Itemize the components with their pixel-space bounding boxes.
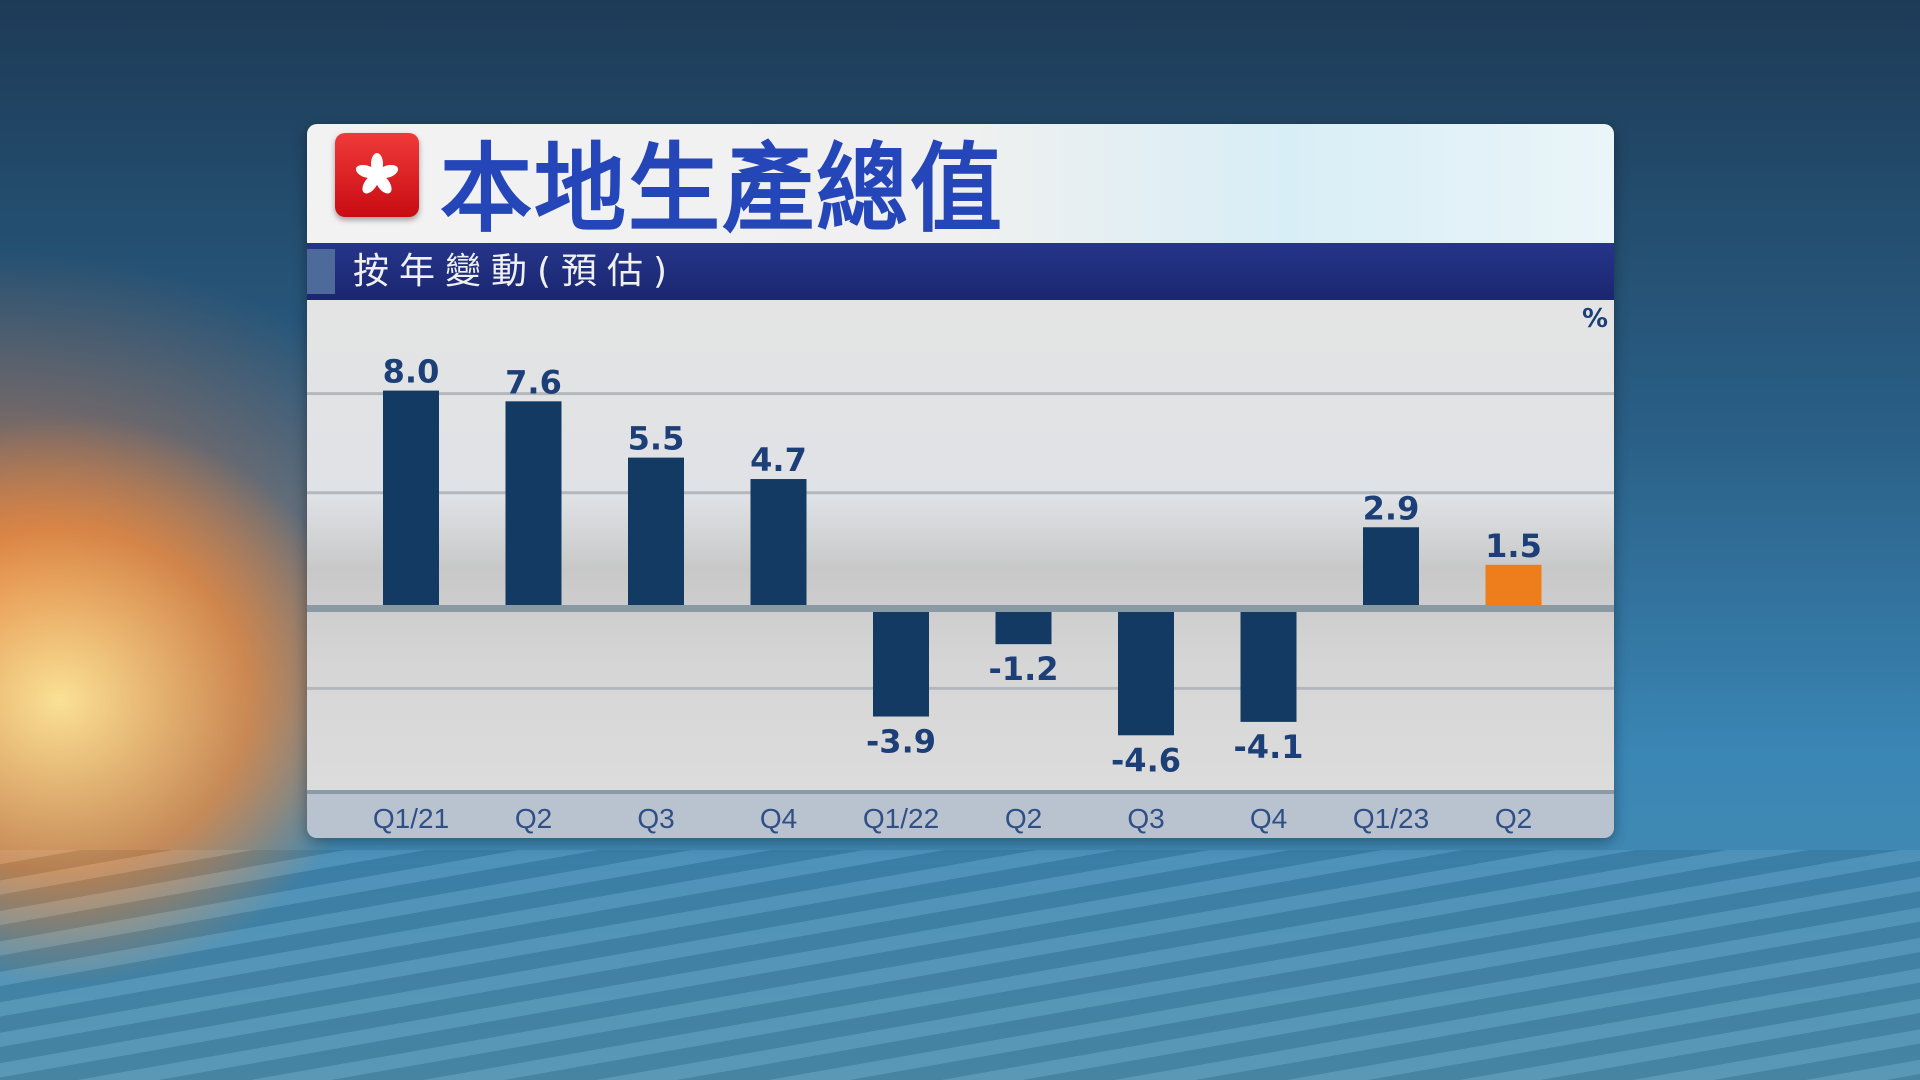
data-label: -4.1 <box>1234 728 1304 766</box>
data-label: 2.9 <box>1363 489 1420 527</box>
data-label: 7.6 <box>505 363 562 401</box>
bar <box>995 612 1052 645</box>
hong-kong-bauhinia-flag-icon <box>335 133 419 217</box>
background-waves <box>0 850 1920 1080</box>
unit-label: % <box>1581 304 1608 334</box>
x-tick-label: Q2 <box>1005 803 1042 834</box>
data-label: -3.9 <box>866 723 936 761</box>
bar <box>628 457 684 605</box>
title-band: 本地生產總值 <box>307 124 1614 243</box>
x-axis-band <box>307 790 1614 838</box>
subtitle-bar: 按年變動(預估) <box>307 243 1614 300</box>
data-label: 1.5 <box>1485 527 1542 565</box>
x-tick-label: Q4 <box>1250 803 1287 834</box>
chart-subtitle: 按年變動(預估) <box>353 251 678 292</box>
bar <box>1118 612 1174 736</box>
x-tick-label: Q3 <box>637 803 674 834</box>
data-label: -4.6 <box>1111 741 1181 779</box>
chart-title: 本地生產總值 <box>440 133 1005 246</box>
data-label: 4.7 <box>750 441 807 479</box>
bar <box>383 390 439 605</box>
data-label: 8.0 <box>383 353 440 391</box>
x-tick-label: Q4 <box>760 803 797 834</box>
data-label: -1.2 <box>989 650 1059 688</box>
x-tick-label: Q1/22 <box>863 803 939 834</box>
bar <box>1485 564 1542 605</box>
x-tick-label: Q1/23 <box>1353 803 1429 834</box>
x-tick-label: Q1/21 <box>373 803 449 834</box>
chart-panel: 本地生產總值 按年變動(預估) % 8.0 Q1/21 7.6 Q2 5.5 Q3 4.7 Q… <box>307 124 1614 838</box>
subtitle-marker <box>307 249 335 294</box>
bar-chart: 8.0 Q1/21 7.6 Q2 5.5 Q3 4.7 Q4 -3.9 Q1/22 -1.2 Q2 -4… <box>307 353 1614 834</box>
x-tick-label: Q2 <box>515 803 552 834</box>
x-tick-label: Q2 <box>1495 803 1532 834</box>
data-label: 5.5 <box>628 420 685 458</box>
zero-line <box>307 605 1614 612</box>
bar <box>1363 527 1419 605</box>
bar <box>505 401 562 605</box>
bar <box>873 612 929 717</box>
bar <box>1240 612 1297 722</box>
bar <box>750 479 807 605</box>
x-tick-label: Q3 <box>1127 803 1164 834</box>
